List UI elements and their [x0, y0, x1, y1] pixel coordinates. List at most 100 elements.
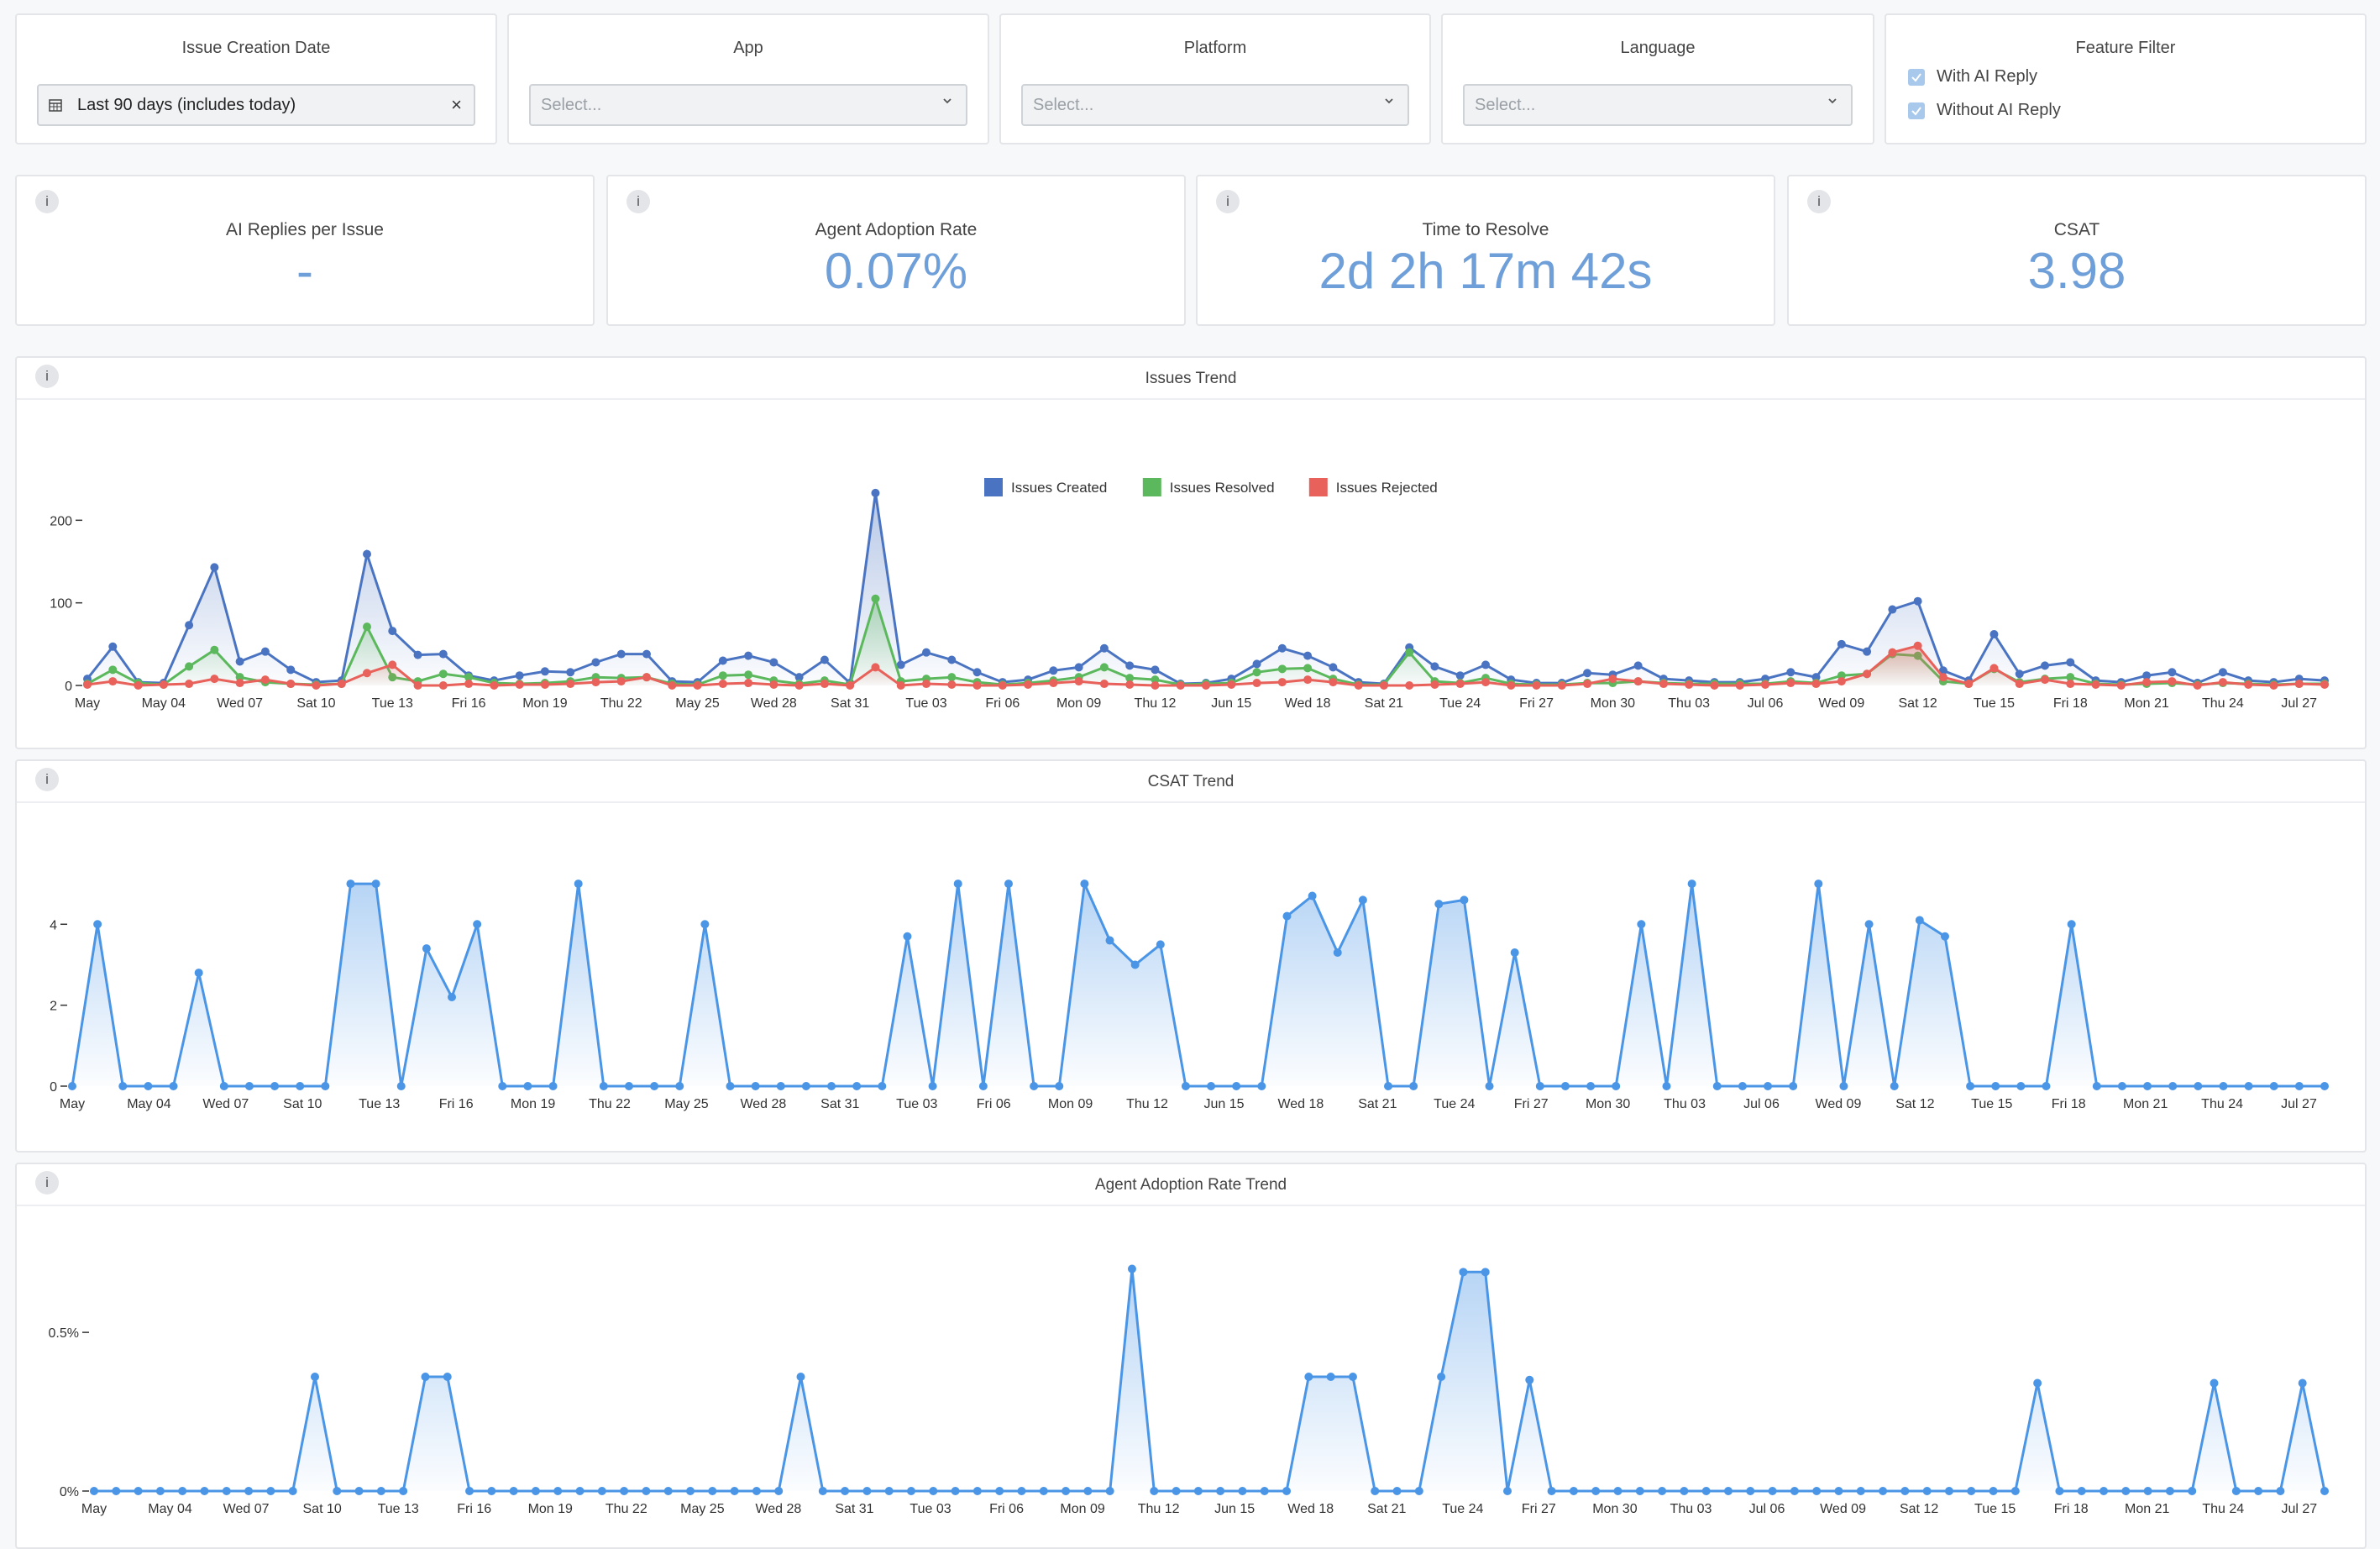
- info-icon[interactable]: i: [35, 1171, 59, 1195]
- data-point: [2294, 1082, 2304, 1090]
- x-tick-label: May: [75, 696, 100, 711]
- filter-feature: Feature Filter With AI Reply Without AI …: [1885, 13, 2367, 144]
- data-point: [1535, 1082, 1544, 1090]
- platform-select[interactable]: Select...: [1021, 84, 1409, 126]
- chevron-down-icon: [943, 98, 951, 104]
- data-point: [1890, 1082, 1899, 1090]
- date-range-select[interactable]: Last 90 days (includes today) ×: [37, 84, 475, 126]
- data-point: [108, 677, 118, 686]
- data-point: [2143, 1487, 2152, 1495]
- x-tick-label: Sat 31: [831, 696, 869, 711]
- info-icon[interactable]: i: [1216, 190, 1240, 213]
- data-point: [2010, 1487, 2020, 1495]
- data-point: [1151, 681, 1160, 690]
- data-point: [1685, 680, 1694, 690]
- data-point: [1761, 680, 1769, 690]
- kpi-title: Agent Adoption Rate: [815, 220, 978, 239]
- data-point: [744, 651, 753, 660]
- data-point: [1811, 680, 1821, 689]
- language-select[interactable]: Select...: [1463, 84, 1853, 126]
- data-point: [1789, 1082, 1798, 1090]
- x-tick-label: Mon 09: [1048, 1097, 1093, 1111]
- data-point: [1354, 681, 1363, 690]
- clear-icon[interactable]: ×: [451, 94, 462, 115]
- data-point: [1430, 680, 1439, 690]
- checkbox-checked[interactable]: [1908, 102, 1925, 119]
- data-point: [2055, 1487, 2064, 1495]
- data-point: [2041, 675, 2049, 685]
- data-point: [210, 675, 219, 684]
- x-tick-label: Wed 07: [223, 1502, 270, 1516]
- data-point: [509, 1487, 518, 1495]
- data-point: [818, 1487, 827, 1495]
- with-ai-reply-option[interactable]: With AI Reply: [1908, 67, 2037, 87]
- data-point: [288, 1487, 297, 1495]
- data-point: [597, 1487, 606, 1495]
- x-tick-label: Wed 28: [740, 1097, 786, 1111]
- data-point: [185, 662, 194, 671]
- data-point: [1329, 678, 1338, 687]
- data-point: [1967, 1487, 1976, 1495]
- x-tick-label: Tue 24: [1439, 696, 1481, 711]
- data-point: [1612, 1082, 1621, 1090]
- data-point: [1017, 1487, 1026, 1495]
- info-icon[interactable]: i: [626, 190, 650, 213]
- x-tick-label: Jun 15: [1211, 696, 1251, 711]
- data-point: [744, 670, 753, 680]
- data-point: [540, 667, 549, 676]
- x-tick-label: Wed 28: [751, 696, 797, 711]
- data-point: [693, 681, 702, 690]
- x-tick-label: Jul 06: [1743, 1097, 1780, 1111]
- data-point: [244, 1082, 254, 1090]
- data-point: [2016, 1082, 2026, 1090]
- without-ai-reply-option[interactable]: Without AI Reply: [1908, 101, 2061, 120]
- kpi-csat: i CSAT 3.98: [1787, 175, 2367, 326]
- x-tick-label: Thu 22: [600, 696, 642, 711]
- data-point: [413, 650, 422, 659]
- info-icon[interactable]: i: [1807, 190, 1831, 213]
- data-point: [1348, 1373, 1357, 1381]
- data-point: [801, 1082, 810, 1090]
- data-point: [2041, 661, 2049, 670]
- data-point: [1455, 671, 1465, 680]
- data-point: [599, 1082, 608, 1090]
- data-point: [841, 1487, 850, 1495]
- data-point: [1738, 1082, 1747, 1090]
- data-point: [1371, 1487, 1380, 1495]
- data-point: [1207, 1082, 1216, 1090]
- data-point: [1687, 880, 1696, 889]
- data-point: [2244, 1082, 2253, 1090]
- legend-label: Issues Created: [1011, 480, 1107, 496]
- data-point: [413, 681, 422, 690]
- x-tick-label: Fri 06: [985, 696, 1020, 711]
- filter-label: Feature Filter: [2075, 39, 2176, 57]
- data-point: [1547, 1487, 1556, 1495]
- x-tick-label: Sat 21: [1367, 1502, 1406, 1516]
- data-point: [1658, 1487, 1667, 1495]
- app-select[interactable]: Select...: [529, 84, 967, 126]
- x-tick-label: Mon 21: [2123, 1097, 2168, 1111]
- data-point: [312, 681, 321, 690]
- data-point: [1105, 1487, 1114, 1495]
- info-icon[interactable]: i: [35, 365, 59, 388]
- info-icon[interactable]: i: [35, 190, 59, 213]
- data-point: [1303, 651, 1313, 660]
- series-area: [87, 492, 2325, 685]
- data-point: [2298, 1378, 2307, 1388]
- info-icon[interactable]: i: [35, 768, 59, 791]
- data-point: [219, 1082, 228, 1090]
- option-label: With AI Reply: [1937, 67, 2038, 86]
- checkbox-checked[interactable]: [1908, 68, 1925, 86]
- data-point: [642, 649, 651, 659]
- data-point: [2218, 668, 2227, 677]
- chevron-down-icon: [1828, 98, 1837, 104]
- data-point: [2033, 1378, 2042, 1388]
- legend-swatch: [984, 478, 1003, 496]
- data-point: [1030, 1082, 1039, 1090]
- x-tick-label: May 25: [680, 1502, 725, 1516]
- data-point: [1049, 666, 1058, 675]
- data-point: [2015, 669, 2024, 679]
- data-point: [438, 669, 448, 679]
- data-point: [90, 1487, 98, 1495]
- date-range-value: Last 90 days (includes today): [77, 95, 296, 114]
